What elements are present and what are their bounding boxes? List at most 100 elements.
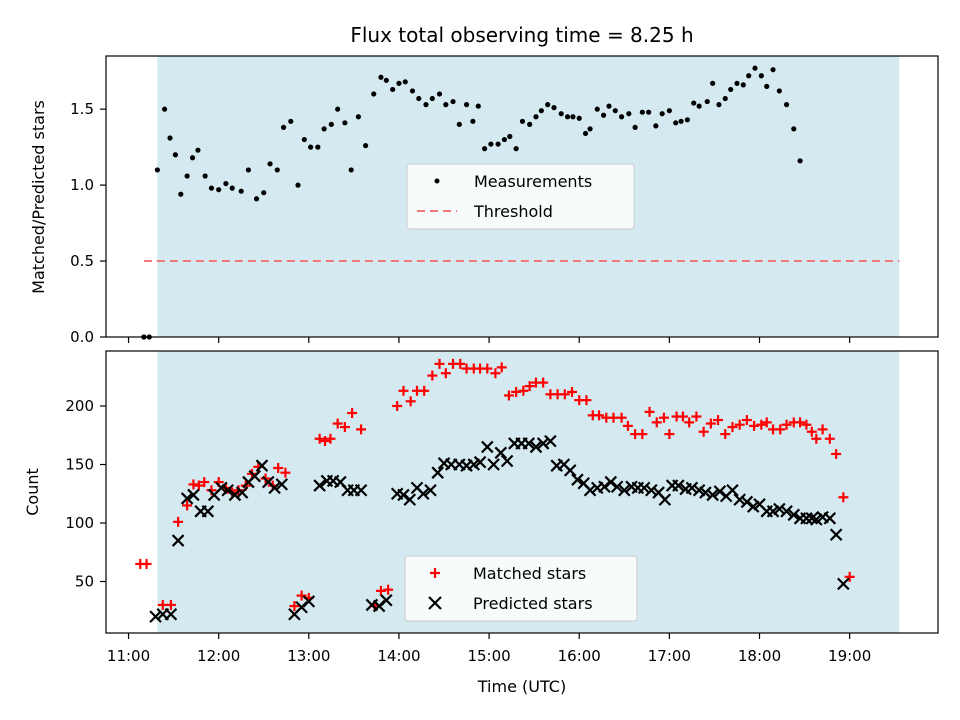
matched-star-point (844, 571, 855, 582)
measurement-point (653, 123, 659, 129)
measurement-point (659, 111, 665, 117)
predicted-star-point (618, 483, 631, 497)
measurement-point (582, 130, 589, 137)
matched-star-point (811, 433, 822, 444)
matched-star-point (434, 358, 445, 369)
measurement-point (673, 120, 679, 126)
matched-star-point (289, 601, 300, 612)
measurement-point (423, 102, 429, 108)
matched-star-point (339, 422, 350, 433)
predicted-star-point (823, 512, 837, 525)
predicted-star-point (733, 493, 746, 506)
matched-star-point (761, 417, 772, 428)
matched-star-point (398, 385, 409, 396)
predicted-star-point (571, 473, 584, 486)
measurement-point (770, 67, 776, 73)
measurement-point (436, 91, 443, 97)
predicted-star-point (645, 483, 658, 497)
legend-threshold: Threshold (473, 202, 553, 221)
predicted-star-point (275, 478, 289, 491)
legend-predicted-stars: Predicted stars (473, 594, 593, 613)
measurement-point (328, 121, 334, 127)
measurement-point (481, 146, 488, 152)
measurement-point (764, 83, 770, 89)
predicted-star-point (726, 483, 739, 497)
measurement-point (342, 120, 348, 126)
matched-star-point (496, 362, 507, 373)
predicted-star-point (302, 595, 316, 608)
predicted-star-point (522, 437, 536, 450)
predicted-star-point (583, 483, 597, 497)
measurement-point (475, 103, 481, 109)
measurement-point (371, 91, 377, 97)
measurement-point (646, 109, 652, 115)
measurement-point (678, 118, 684, 124)
measurement-point (470, 118, 476, 124)
matched-star-point (173, 516, 184, 527)
measurement-point (533, 114, 539, 120)
x-tick-label: 11:00 (107, 647, 150, 665)
predicted-star-point (424, 483, 437, 497)
measurement-point (495, 141, 501, 147)
measurement-point (501, 136, 508, 143)
predicted-star-point (187, 488, 200, 502)
predicted-star-point (837, 577, 850, 591)
matched-star-point (567, 386, 578, 397)
measurement-point (728, 86, 734, 93)
x-tick-label: 15:00 (467, 647, 510, 665)
matched-star-point (455, 358, 466, 369)
measurement-point (295, 182, 301, 188)
measurement-point (378, 74, 384, 80)
measurement-point (390, 86, 396, 93)
predicted-stars-series (149, 434, 850, 623)
matched-star-point (503, 390, 514, 401)
matched-star-point (141, 558, 152, 569)
predicted-star-point (544, 434, 557, 448)
measurement-point (527, 121, 533, 127)
bottom-y-axis-label: Count (23, 468, 42, 516)
matched-star-point (419, 385, 430, 396)
matched-star-point (482, 363, 493, 374)
x-tick-label: 14:00 (377, 647, 420, 665)
predicted-star-point (685, 481, 699, 495)
matched-star-point (182, 500, 193, 511)
measurement-point (450, 98, 456, 105)
measurement-point (740, 82, 746, 88)
predicted-star-point (706, 488, 719, 502)
matched-star-point (538, 377, 549, 388)
predicted-star-point (787, 508, 801, 522)
measurement-point (587, 126, 593, 132)
bottom-legend: Matched stars Predicted stars (404, 555, 638, 622)
legend-measurements: Measurements (474, 172, 592, 191)
predicted-star-point (171, 534, 185, 547)
matched-star-point (658, 412, 669, 423)
matched-star-point (734, 419, 745, 430)
measurement-point (238, 188, 244, 194)
predicted-star-point (235, 486, 249, 499)
top-legend: Measurements Threshold (406, 163, 635, 230)
measurement-point (746, 73, 752, 79)
matched-star-point (698, 426, 709, 437)
measurement-point (752, 65, 758, 71)
x-tick-label: 19:00 (828, 647, 871, 665)
legend-matched-marker (430, 568, 440, 578)
top-y-ticks: 0.0 0.5 1.0 1.5 (70, 100, 106, 346)
predicted-star-point (800, 512, 813, 525)
matched-star-point (637, 429, 648, 440)
predicted-star-point (380, 593, 393, 607)
predicted-star-point (637, 481, 651, 495)
measurement-point (178, 191, 184, 197)
matched-star-point (490, 368, 501, 379)
measurement-point (363, 143, 369, 149)
measurement-point (564, 114, 571, 120)
measurement-point (558, 111, 564, 117)
measurement-point (308, 144, 314, 150)
measurement-point (409, 88, 416, 94)
y-tick-label: 150 (65, 456, 94, 474)
y-tick-label: 100 (65, 514, 94, 532)
matched-star-point (581, 395, 592, 406)
measurement-point (280, 124, 287, 130)
top-y-axis-label: Matched/Predicted stars (29, 100, 48, 294)
matched-star-point (664, 429, 675, 440)
measurement-point (348, 167, 354, 173)
